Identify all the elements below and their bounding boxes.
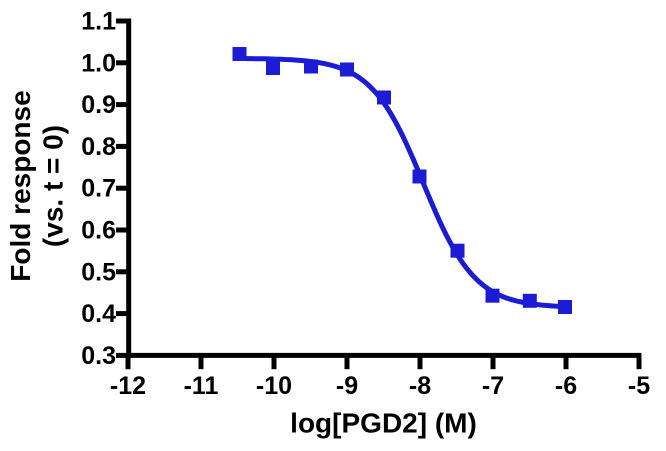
svg-text:0.6: 0.6 [81,217,116,245]
svg-text:(vs. t = 0): (vs. t = 0) [38,125,69,247]
svg-text:-5: -5 [628,372,650,400]
svg-text:0.9: 0.9 [81,91,116,119]
svg-text:0.3: 0.3 [81,342,116,370]
svg-text:-8: -8 [409,372,431,400]
svg-text:-12: -12 [110,372,146,400]
svg-text:1.1: 1.1 [81,8,116,36]
svg-text:Fold response: Fold response [5,90,36,281]
svg-text:log[PGD2] (M): log[PGD2] (M) [290,408,477,439]
svg-text:1.0: 1.0 [81,49,116,77]
svg-text:0.4: 0.4 [81,300,116,328]
svg-text:-9: -9 [336,372,358,400]
svg-text:-6: -6 [555,372,577,400]
svg-text:-11: -11 [184,372,219,400]
svg-text:0.7: 0.7 [81,175,116,203]
svg-text:-10: -10 [256,372,292,400]
svg-text:-7: -7 [482,372,504,400]
svg-text:0.8: 0.8 [81,133,116,161]
svg-text:0.5: 0.5 [81,258,116,286]
